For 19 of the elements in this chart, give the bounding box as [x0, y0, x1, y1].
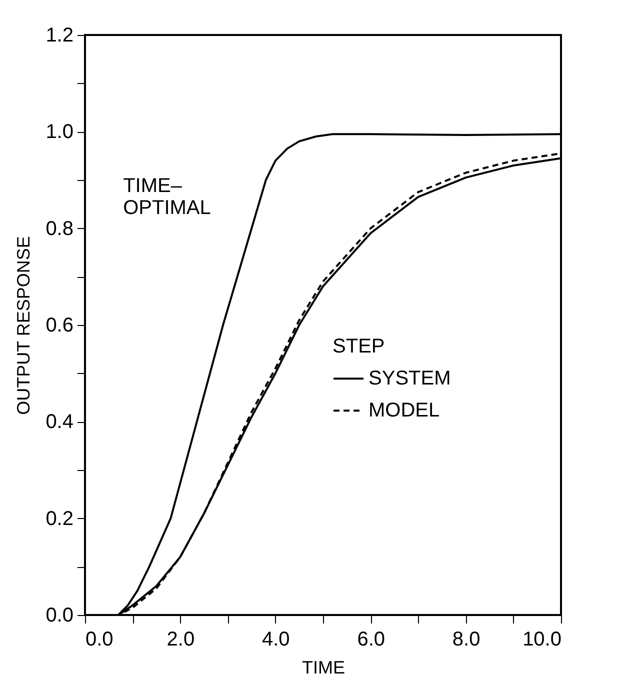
annotation: TIME– OPTIMAL — [123, 174, 211, 219]
y-tick-label: 0.6 — [46, 314, 74, 336]
y-axis-title: OUTPUT RESPONSE — [14, 236, 34, 415]
y-tick-label: 0.2 — [46, 508, 74, 530]
x-axis-title: TIME — [302, 658, 345, 678]
y-tick-label: 0.8 — [46, 218, 74, 240]
x-tick-label: 8.0 — [452, 628, 480, 650]
y-tick-label: 0.0 — [46, 604, 74, 626]
legend-label: MODEL — [368, 400, 440, 422]
y-tick-label: 1.2 — [46, 24, 74, 46]
y-tick-label: 1.0 — [46, 121, 74, 144]
x-tick-label: 0.0 — [86, 628, 114, 650]
y-tick-label: 0.4 — [46, 411, 74, 434]
x-tick-label: 4.0 — [262, 628, 290, 650]
legend-title: STEP — [332, 336, 385, 358]
x-tick-label: 2.0 — [166, 628, 195, 650]
legend-label: SYSTEM — [368, 368, 451, 390]
x-tick-label: 10.0 — [522, 628, 562, 650]
x-tick-label: 6.0 — [357, 628, 386, 650]
